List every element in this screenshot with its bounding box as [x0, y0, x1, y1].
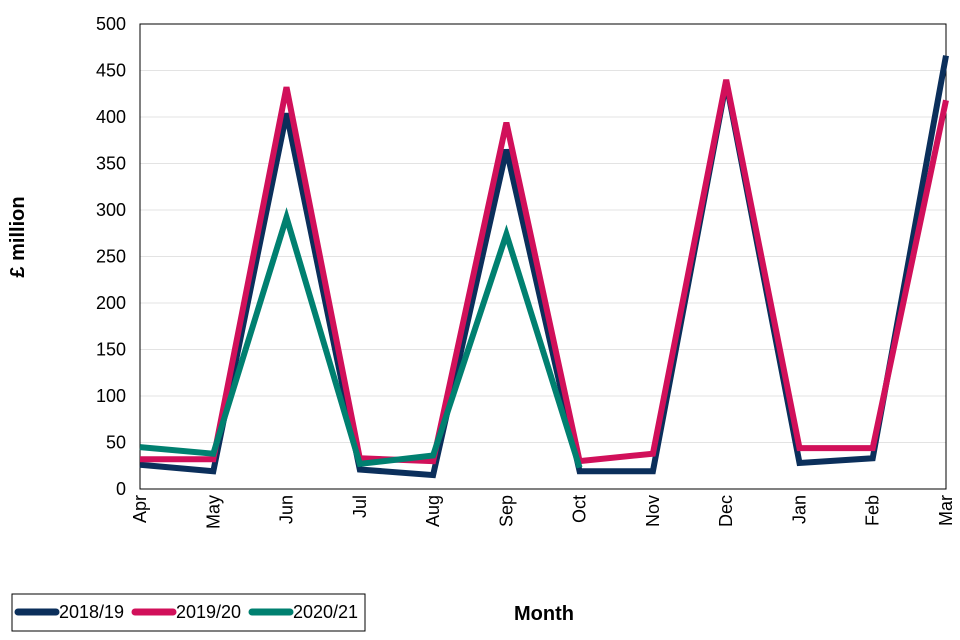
legend-label: 2019/20: [176, 602, 241, 622]
x-tick-label: Mar: [936, 495, 956, 526]
series-lines: [139, 55, 949, 479]
y-tick-label: 100: [96, 386, 126, 406]
y-tick-label: 50: [106, 433, 126, 453]
x-tick-label: Apr: [130, 495, 150, 523]
legend-label: 2020/21: [293, 602, 358, 622]
x-axis-tick-labels: Apr May Jun Jul Aug Sep Oct Nov Dec Jan Feb Mar: [130, 495, 956, 529]
y-tick-label: 500: [96, 14, 126, 34]
y-tick-label: 450: [96, 61, 126, 81]
y-tick-label: 400: [96, 107, 126, 127]
legend-box: [11, 593, 366, 632]
y-tick-label: 150: [96, 340, 126, 360]
x-tick-label: Jul: [350, 495, 370, 518]
x-tick-label: Jun: [277, 495, 297, 524]
series-line-2019-20: [140, 79, 949, 465]
x-tick-label: Aug: [423, 495, 443, 527]
y-tick-label: 350: [96, 154, 126, 174]
y-tick-label: 0: [116, 479, 126, 499]
y-tick-label: 300: [96, 200, 126, 220]
y-axis-title: £ million: [7, 196, 29, 277]
series-line-2020-21: [139, 207, 583, 469]
y-tick-label: 200: [96, 293, 126, 313]
series-line-2018-19: [139, 55, 949, 479]
y-tick-label: 250: [96, 247, 126, 267]
plot-area-frame: [139, 23, 947, 490]
x-tick-label: Dec: [716, 495, 736, 527]
grid-lines: [140, 70, 946, 443]
y-axis-tick-labels: 0 50 100 150 200 250 300 350 400 450 500: [96, 14, 126, 499]
x-tick-label: Sep: [496, 495, 516, 527]
x-tick-label: Feb: [863, 495, 883, 526]
x-tick-label: Nov: [643, 495, 663, 527]
legend-items: 2018/19 2019/20 2020/21: [14, 602, 358, 622]
x-tick-label: May: [203, 495, 223, 529]
legend: 2018/19 2019/20 2020/21: [11, 593, 366, 632]
x-tick-label: Oct: [570, 495, 590, 523]
legend-label: 2018/19: [59, 602, 124, 622]
x-axis-title: Month: [514, 603, 574, 625]
x-tick-label: Jan: [789, 495, 809, 524]
